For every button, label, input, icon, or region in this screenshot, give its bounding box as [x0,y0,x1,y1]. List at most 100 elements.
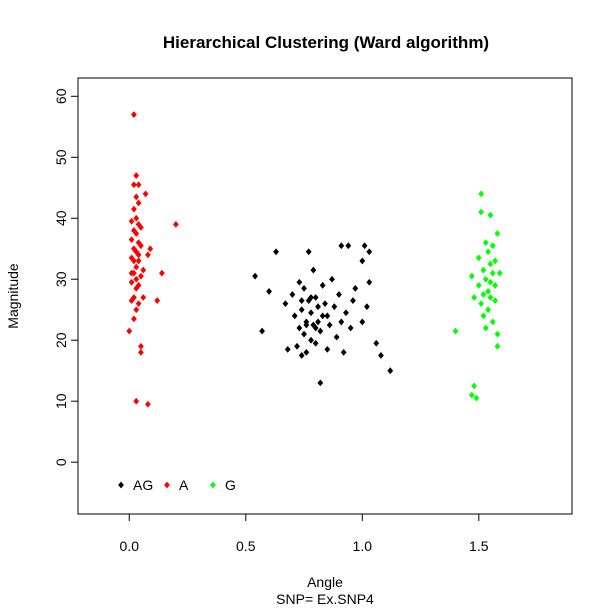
data-point-ag [322,300,328,308]
data-point-a [128,236,135,243]
data-point-ag [366,248,373,256]
data-point-g [496,269,503,277]
data-point-g [475,254,482,262]
data-point-g [471,382,478,390]
data-point-ag [282,300,289,308]
data-point-g [480,266,487,274]
data-point-ag [352,284,359,292]
data-point-g [485,306,492,314]
data-point-a [145,400,151,408]
data-point-a [131,294,137,301]
data-point-a [133,172,140,179]
chart-title: Hierarchical Clustering (Ward algorithm) [163,33,489,52]
data-point-g [487,211,494,219]
data-point-g [494,330,501,338]
data-point-ag [312,324,319,332]
legend-label-a: A [179,477,189,493]
data-point-a [135,220,142,228]
data-point-ag [373,339,380,347]
data-point-ag [350,297,356,304]
data-point-g [478,208,485,216]
data-point-g [485,288,492,295]
data-point-g [473,394,480,402]
data-point-ag [296,324,303,332]
data-point-g [487,260,494,268]
data-point-ag [303,349,310,356]
data-point-ag [343,309,349,317]
y-axis-label: Magnitude [5,263,21,329]
data-point-a [131,205,137,213]
data-point-a [138,272,144,280]
data-point-g [489,318,496,326]
data-point-ag [252,272,258,280]
data-point-g [489,242,496,250]
data-point-ag [317,327,324,335]
data-point-ag [289,291,296,298]
x-tick-label: 0.5 [236,538,256,554]
x-tick-label: 0.0 [120,538,140,554]
data-point-g [482,275,489,283]
data-point-ag [324,345,331,353]
legend-marker-ag [118,481,124,489]
data-point-ag [319,281,326,289]
data-point-g [478,300,485,308]
data-point-a [126,327,133,335]
data-point-ag [329,275,335,283]
data-point-a [128,297,135,304]
y-tick-label: 60 [53,88,69,104]
data-point-ag [305,248,312,256]
data-point-ag [387,367,394,375]
x-axis: 0.0 0.5 1.0 1.5 [120,514,489,554]
data-point-g [480,312,487,320]
data-point-a [140,266,147,274]
data-point-a [135,181,142,189]
legend-label-ag: AG [133,477,153,493]
data-point-a [131,111,137,118]
legend-marker-a [164,481,170,489]
data-point-ag [336,291,342,298]
data-point-a [138,223,144,231]
legend-marker-g [210,481,216,489]
data-point-g [492,281,498,289]
data-point-ag [298,297,305,304]
legend: AG A G [118,477,236,493]
data-point-g [471,294,478,301]
data-point-g [482,324,489,332]
data-point-a [128,217,135,225]
y-axis: 0 10 20 30 40 50 60 [53,88,78,466]
data-point-a [154,297,161,304]
y-tick-label: 20 [53,332,69,348]
data-point-ag [301,284,307,292]
data-point-ag [259,327,265,335]
data-point-ag [333,333,340,341]
data-point-ag [301,330,307,338]
data-point-a [133,193,140,201]
data-point-a [138,349,144,356]
data-point-a [158,269,165,277]
data-point-ag [324,312,331,320]
plot-frame [77,77,573,515]
data-point-g [480,291,487,298]
data-point-ag [312,339,319,347]
chart-subtitle: SNP= Ex.SNP4 [276,591,374,607]
data-point-ag [294,342,300,350]
data-point-ag [345,242,352,250]
x-axis-label: Angle [307,574,343,590]
data-point-ag [359,257,366,265]
data-point-a [131,181,137,189]
data-point-a [128,278,135,286]
data-point-a [133,397,140,405]
data-point-ag [312,294,319,301]
data-point-ag [310,266,317,274]
data-point-ag [359,318,366,326]
data-point-a [131,227,137,234]
data-point-a [138,342,144,350]
data-point-ag [291,312,298,320]
data-point-ag [308,336,314,344]
data-point-a [138,242,144,250]
data-point-ag [319,312,326,320]
y-tick-label: 30 [53,271,69,287]
data-point-ag [298,352,305,359]
data-point-g [475,281,482,289]
data-point-ag [284,345,291,353]
